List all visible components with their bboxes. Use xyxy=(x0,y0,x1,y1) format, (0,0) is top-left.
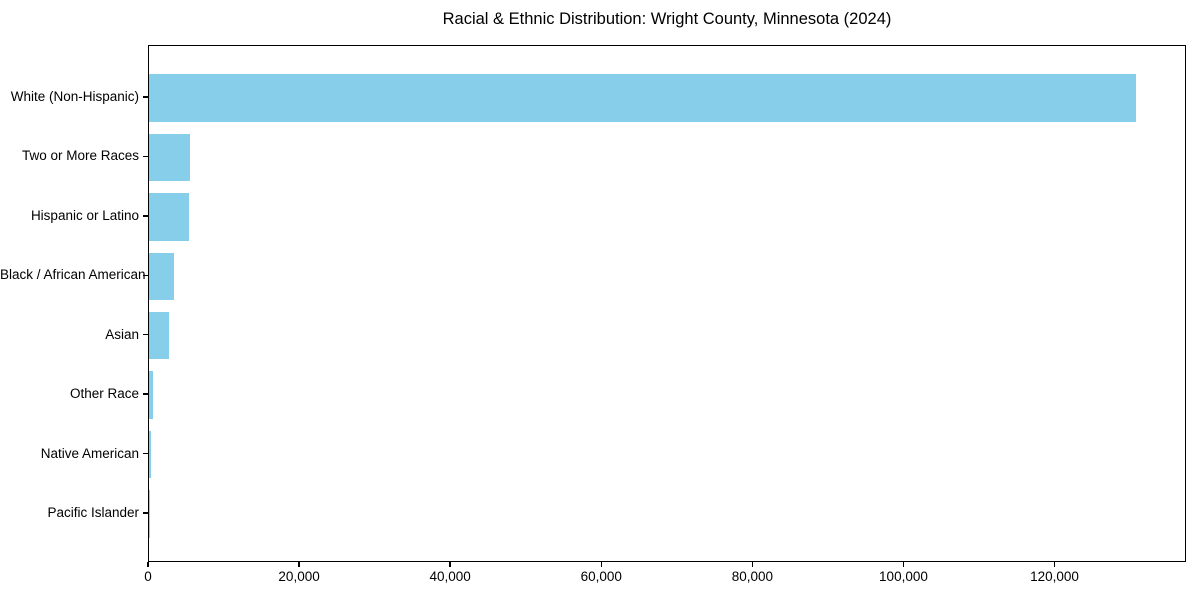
chart-title: Racial & Ethnic Distribution: Wright Cou… xyxy=(442,10,892,28)
x-tick-mark xyxy=(298,562,300,567)
y-tick-label: Two or More Races xyxy=(21,148,139,164)
x-tick-label: 60,000 xyxy=(580,569,622,584)
y-tick-mark xyxy=(143,512,148,514)
x-tick-label: 100,000 xyxy=(879,569,928,584)
x-tick-mark xyxy=(902,562,905,567)
bar-0 xyxy=(149,74,1137,122)
y-tick-label: Hispanic or Latino xyxy=(30,207,139,223)
y-tick-mark xyxy=(143,333,148,336)
y-tick-label: Other Race xyxy=(69,386,139,402)
x-tick-mark xyxy=(449,562,451,567)
y-tick-label: Asian xyxy=(105,326,139,342)
x-tick-mark xyxy=(751,562,754,567)
y-tick-label: Pacific Islander xyxy=(47,505,139,520)
bar-6 xyxy=(149,430,151,479)
bar-3 xyxy=(149,252,174,301)
y-tick-mark xyxy=(143,155,148,158)
x-tick-label: 80,000 xyxy=(731,569,773,584)
bar-2 xyxy=(149,193,190,241)
x-tick-label: 40,000 xyxy=(429,569,471,584)
y-tick-label: Black / African American xyxy=(0,267,146,283)
x-tick-label: 20,000 xyxy=(278,569,320,584)
y-tick-label: White (Non-Hispanic) xyxy=(10,89,139,104)
bar-5 xyxy=(149,371,153,419)
y-tick-mark xyxy=(143,452,148,455)
x-tick-mark xyxy=(147,562,149,567)
x-tick-label: 120,000 xyxy=(1030,569,1079,584)
y-tick-mark xyxy=(143,96,148,98)
bar-4 xyxy=(149,311,170,360)
y-tick-mark xyxy=(143,274,148,277)
x-tick-mark xyxy=(600,562,603,567)
y-tick-label: Native American xyxy=(40,445,139,461)
y-tick-mark xyxy=(143,215,148,217)
x-tick-label: 0 xyxy=(144,569,152,584)
plot-area xyxy=(148,45,1186,562)
y-tick-mark xyxy=(143,393,148,395)
x-tick-mark xyxy=(1053,562,1056,567)
bar-1 xyxy=(149,133,190,182)
